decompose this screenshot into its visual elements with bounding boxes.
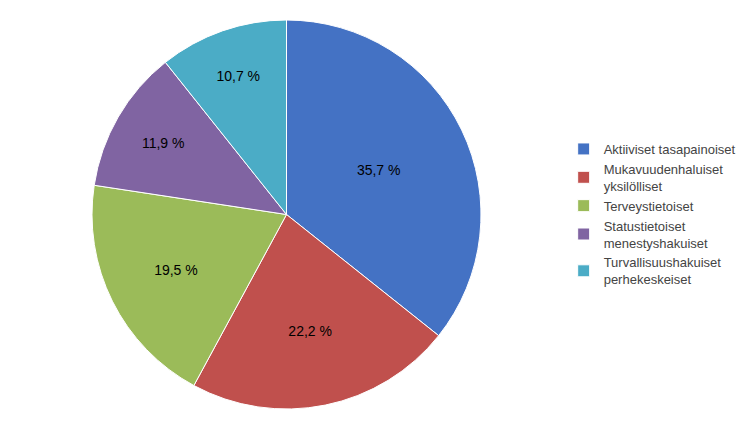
svg-text:35,7 %: 35,7 % xyxy=(357,162,401,178)
svg-text:Mukavuudenhaluisetyksilölliset: Mukavuudenhaluisetyksilölliset xyxy=(604,162,724,194)
svg-text:Terveystietoiset: Terveystietoiset xyxy=(604,199,694,214)
svg-text:22,2 %: 22,2 % xyxy=(288,323,332,339)
svg-text:Statustietoisetmenestyshakuise: Statustietoisetmenestyshakuiset xyxy=(604,219,708,251)
svg-text:10,7 %: 10,7 % xyxy=(216,68,260,84)
svg-text:Turvallisuushakuisetperhekeske: Turvallisuushakuisetperhekeskeiset xyxy=(604,255,722,287)
svg-text:11,9 %: 11,9 % xyxy=(142,135,185,151)
svg-text:19,5 %: 19,5 % xyxy=(154,262,198,278)
svg-text:Aktiiviset tasapainoiset: Aktiiviset tasapainoiset xyxy=(604,142,736,157)
